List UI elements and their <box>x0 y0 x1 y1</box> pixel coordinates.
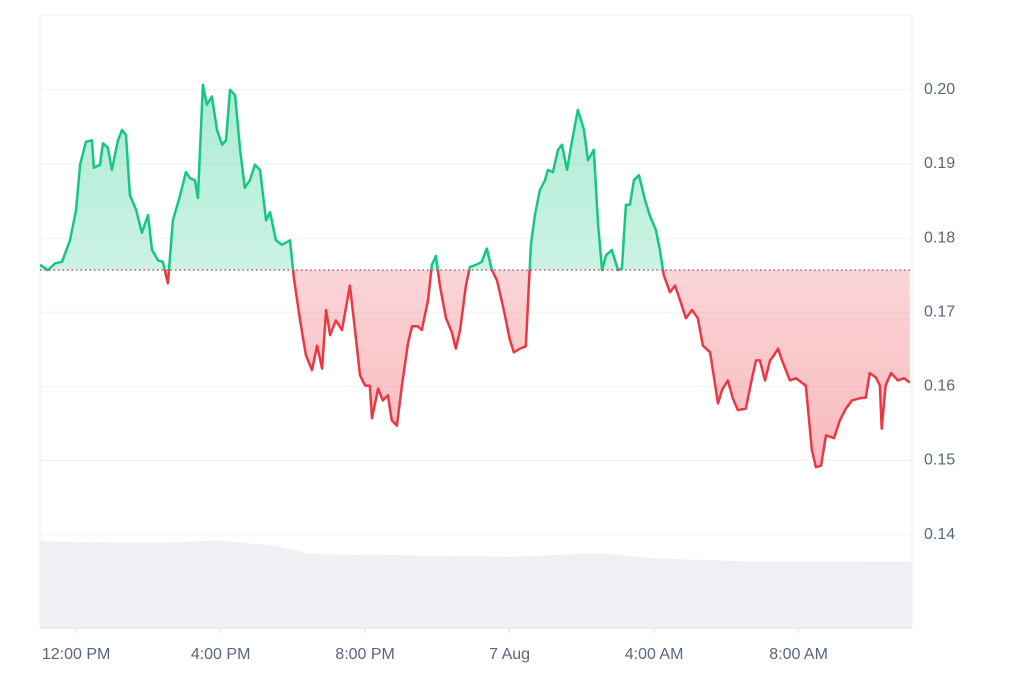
price-line-down <box>45 269 911 469</box>
x-tick-label: 8:00 AM <box>769 646 828 663</box>
y-tick-label: 0.16 <box>924 378 955 395</box>
x-tick-label: 12:00 PM <box>42 646 110 663</box>
x-tick-label: 4:00 PM <box>191 646 251 663</box>
y-tick-label: 0.17 <box>924 303 955 320</box>
area-down <box>47 269 910 468</box>
y-tick-label: 0.14 <box>924 526 955 543</box>
x-tick-label: 7 Aug <box>489 646 530 663</box>
x-tick-label: 4:00 AM <box>625 646 684 663</box>
price-line-up <box>39 83 665 270</box>
y-tick-label: 0.15 <box>924 452 955 469</box>
y-tick-label: 0.18 <box>924 229 955 246</box>
volume-area <box>40 540 912 628</box>
x-tick-label: 8:00 PM <box>335 646 395 663</box>
area-up <box>40 84 910 270</box>
y-tick-label: 0.19 <box>924 155 955 172</box>
y-tick-label: 0.20 <box>924 81 955 98</box>
